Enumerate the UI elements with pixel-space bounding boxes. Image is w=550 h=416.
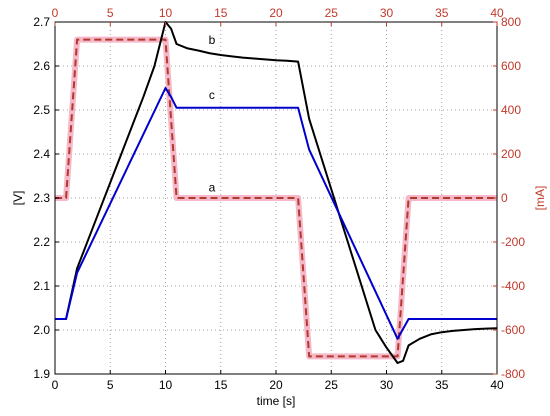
series-labels: a b c	[209, 33, 216, 194]
y-tick-label-right: 0	[501, 191, 508, 205]
top-tick-label: 30	[380, 6, 394, 20]
series-a-line	[55, 38, 497, 358]
series-b-line	[55, 21, 498, 364]
series-c-line	[55, 87, 497, 340]
top-tick-label: 35	[435, 6, 449, 20]
x-tick-label: 35	[435, 378, 449, 392]
top-tick-label: 10	[159, 6, 173, 20]
axes: 0 5 10 15 20 25 30 35 400 5 10 15 20 25 30 35 401.92.02.…	[33, 6, 525, 392]
y-tick-label-left: 2.6	[33, 59, 50, 73]
top-tick-label: 20	[269, 6, 283, 20]
y-tick-label-right: 200	[501, 147, 521, 161]
y-axis-label-left: [V]	[11, 191, 25, 206]
top-tick-label: 40	[490, 6, 504, 20]
x-tick-label: 30	[380, 378, 394, 392]
x-tick-label: 15	[214, 378, 228, 392]
top-tick-label: 5	[107, 6, 114, 20]
series-c-label: c	[209, 88, 215, 102]
x-tick-label: 40	[490, 378, 504, 392]
series-layer	[55, 21, 498, 364]
y-tick-label-right: -400	[501, 279, 525, 293]
y-tick-label-right: 800	[501, 15, 521, 29]
y-tick-label-right: 600	[501, 59, 521, 73]
y-tick-label-left: 2.4	[33, 147, 50, 161]
y-axis-label-right: [mA]	[533, 186, 547, 211]
series-a-label: a	[209, 180, 216, 194]
y-tick-label-left: 1.9	[33, 367, 50, 381]
y-tick-label-left: 2.2	[33, 235, 50, 249]
top-tick-label: 0	[52, 6, 59, 20]
x-tick-label: 10	[159, 378, 173, 392]
x-tick-label: 25	[325, 378, 339, 392]
x-axis-label: time [s]	[257, 394, 296, 408]
x-tick-label: 20	[269, 378, 283, 392]
y-tick-label-left: 2.5	[33, 103, 50, 117]
y-tick-label-right: 400	[501, 103, 521, 117]
top-tick-label: 25	[325, 6, 339, 20]
y-tick-label-right: -200	[501, 235, 525, 249]
x-tick-label: 5	[107, 378, 114, 392]
y-tick-label-left: 2.3	[33, 191, 50, 205]
y-tick-label-left: 2.7	[33, 15, 50, 29]
y-tick-label-left: 2.1	[33, 279, 50, 293]
y-tick-label-right: -800	[501, 367, 525, 381]
y-tick-label-right: -600	[501, 323, 525, 337]
x-tick-label: 0	[52, 378, 59, 392]
y-tick-label-left: 2.0	[33, 323, 50, 337]
series-b-label: b	[209, 33, 216, 47]
top-tick-label: 15	[214, 6, 228, 20]
